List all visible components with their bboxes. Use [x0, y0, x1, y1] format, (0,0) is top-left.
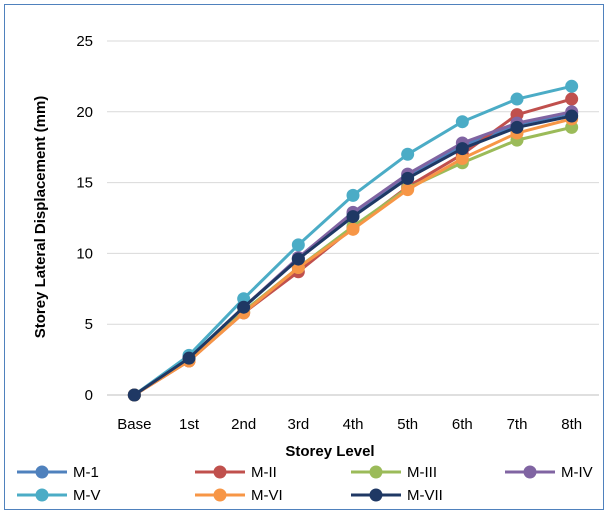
legend-label: M-III	[407, 464, 437, 481]
legend-item-m-v: M-V	[17, 487, 101, 504]
data-point	[401, 147, 415, 161]
y-tick-label: 20	[76, 104, 93, 121]
x-axis-ticks: Base 1st 2nd 3rd 4th 5th 6th 7th 8th	[117, 416, 582, 433]
legend-item-m-vi: M-VI	[195, 487, 283, 504]
x-tick-label: 4th	[343, 416, 364, 433]
legend-item-m-ii: M-II	[195, 464, 277, 481]
series-group	[127, 79, 579, 402]
x-tick-label: 1st	[179, 416, 200, 433]
data-point	[346, 188, 360, 202]
data-point	[455, 142, 469, 156]
x-tick-label: Base	[117, 416, 151, 433]
data-point	[565, 79, 579, 93]
x-tick-label: 3rd	[287, 416, 309, 433]
x-axis-title: Storey Level	[285, 443, 374, 460]
data-point	[510, 92, 524, 106]
x-tick-label: 6th	[452, 416, 473, 433]
legend-marker	[523, 465, 537, 479]
legend-label: M-II	[251, 464, 277, 481]
y-tick-label: 15	[76, 175, 93, 192]
data-point	[401, 183, 415, 197]
x-tick-label: 8th	[561, 416, 582, 433]
legend-label: M-IV	[561, 464, 593, 481]
y-tick-label: 25	[76, 33, 93, 50]
y-tick-label: 0	[85, 387, 93, 404]
x-tick-label: 2nd	[231, 416, 256, 433]
data-point	[565, 109, 579, 123]
legend-marker	[369, 488, 383, 502]
legend-item-m-1: M-1	[17, 464, 99, 481]
legend-marker	[369, 465, 383, 479]
legend-item-m-iii: M-III	[351, 464, 437, 481]
legend-label: M-V	[73, 487, 101, 504]
legend-item-m-vii: M-VII	[351, 487, 443, 504]
legend-marker	[213, 488, 227, 502]
series-line	[133, 125, 573, 397]
x-tick-label: 5th	[397, 416, 418, 433]
data-point	[127, 388, 141, 402]
y-axis-ticks: 0 5 10 15 20 25	[76, 33, 93, 404]
data-point	[510, 120, 524, 134]
data-point	[291, 252, 305, 266]
legend-marker	[35, 465, 49, 479]
data-point	[182, 351, 196, 365]
legend-marker	[35, 488, 49, 502]
y-tick-label: 5	[85, 316, 93, 333]
y-axis-title: Storey Lateral Displacement (mm)	[32, 96, 49, 339]
chart-frame: 0 5 10 15 20 25 Base 1st 2nd 3rd 4th 5th 6th 7th 8th …	[4, 4, 604, 510]
data-point	[455, 115, 469, 129]
legend-item-m-iv: M-IV	[505, 464, 593, 481]
data-point	[291, 238, 305, 252]
series-m-vii	[127, 109, 579, 402]
data-point	[237, 300, 251, 314]
x-tick-label: 7th	[507, 416, 528, 433]
legend-label: M-1	[73, 464, 99, 481]
data-point	[346, 210, 360, 224]
legend-label: M-VII	[407, 487, 443, 504]
legend: M-1 M-II M-III M-IV M-V M-VI M-VII	[17, 464, 593, 504]
series-line	[133, 117, 573, 397]
y-tick-label: 10	[76, 245, 93, 262]
data-point	[346, 222, 360, 236]
legend-marker	[213, 465, 227, 479]
data-point	[565, 92, 579, 106]
legend-label: M-VI	[251, 487, 283, 504]
gridlines	[107, 40, 599, 396]
data-point	[455, 152, 469, 166]
data-point	[401, 171, 415, 185]
